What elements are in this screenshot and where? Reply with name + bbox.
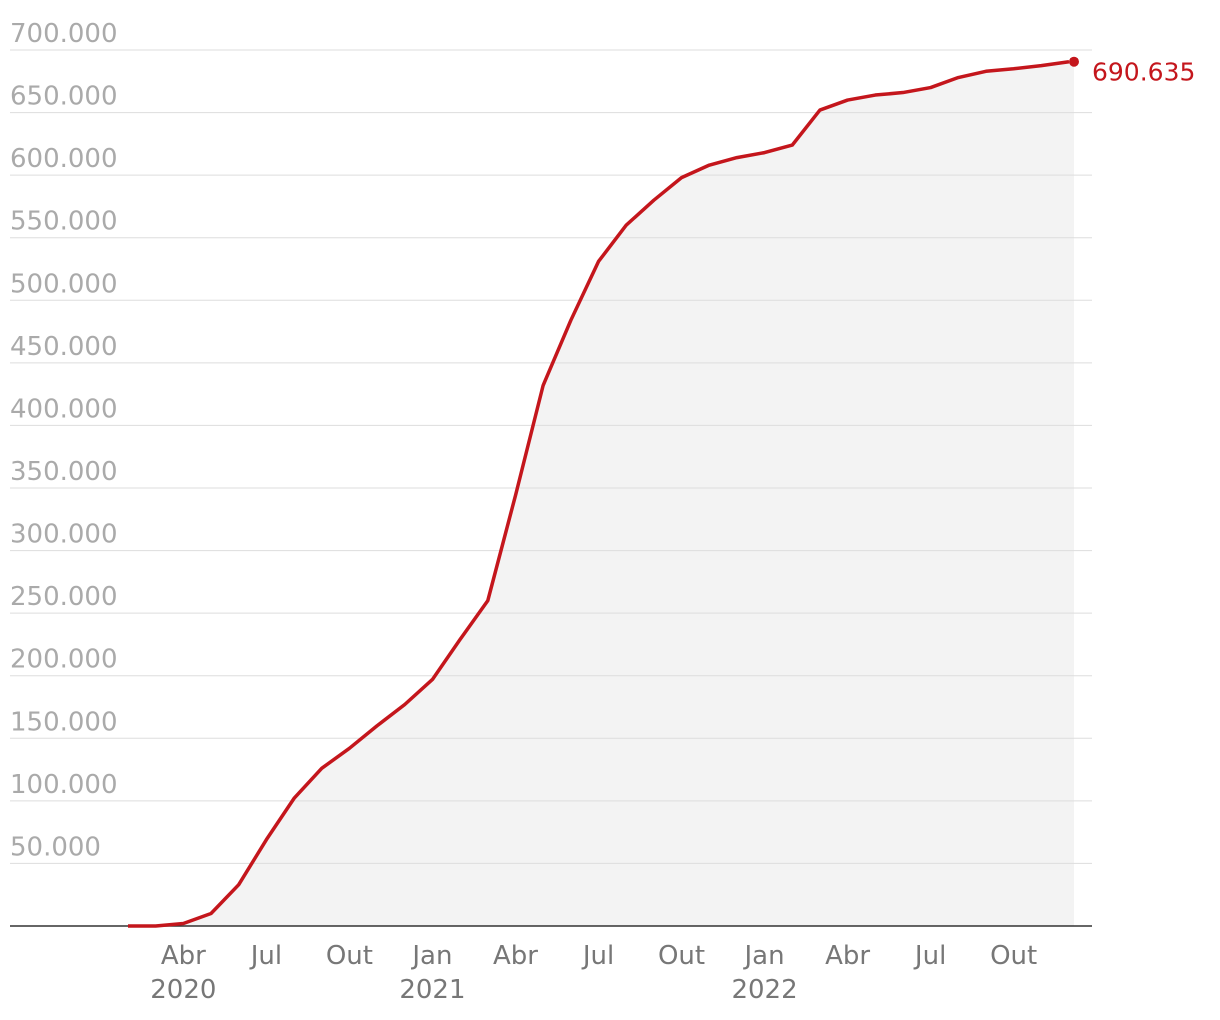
x-tick-label: Jan <box>410 941 452 971</box>
x-tick-label: Abr <box>825 941 870 971</box>
x-tick-label: Abr <box>493 941 538 971</box>
x-tick-label: Jul <box>913 941 946 971</box>
x-tick-label: Out <box>990 941 1037 971</box>
value-label: 690.635 <box>1092 58 1195 87</box>
y-tick-label: 600.000 <box>10 144 118 174</box>
y-tick-label: 400.000 <box>10 394 118 424</box>
x-tick-label: Jul <box>581 941 614 971</box>
x-tick-label: Out <box>658 941 705 971</box>
y-tick-label: 550.000 <box>10 207 118 237</box>
y-tick-label: 700.000 <box>10 19 118 49</box>
x-tick-label: Jul <box>249 941 282 971</box>
x-tick-year: 2020 <box>150 975 216 1005</box>
x-tick-year: 2021 <box>399 975 465 1005</box>
y-tick-label: 500.000 <box>10 269 118 299</box>
x-tick-label: Abr <box>161 941 206 971</box>
area-fill <box>128 61 1074 927</box>
y-tick-label: 350.000 <box>10 457 118 487</box>
y-tick-label: 150.000 <box>10 707 118 737</box>
y-tick-label: 200.000 <box>10 645 118 675</box>
line <box>128 59 1070 928</box>
y-tick-label: 100.000 <box>10 770 118 800</box>
x-tick-label: Out <box>326 941 373 971</box>
y-tick-label: 250.000 <box>10 582 118 612</box>
x-tick-label: Jan <box>743 941 785 971</box>
y-tick-label: 300.000 <box>10 520 118 550</box>
y-tick-label: 650.000 <box>10 82 118 112</box>
x-tick-year: 2022 <box>731 975 797 1005</box>
end-point <box>1069 56 1079 67</box>
y-tick-label: 450.000 <box>10 332 118 362</box>
y-tick-label: 50.000 <box>10 832 101 862</box>
